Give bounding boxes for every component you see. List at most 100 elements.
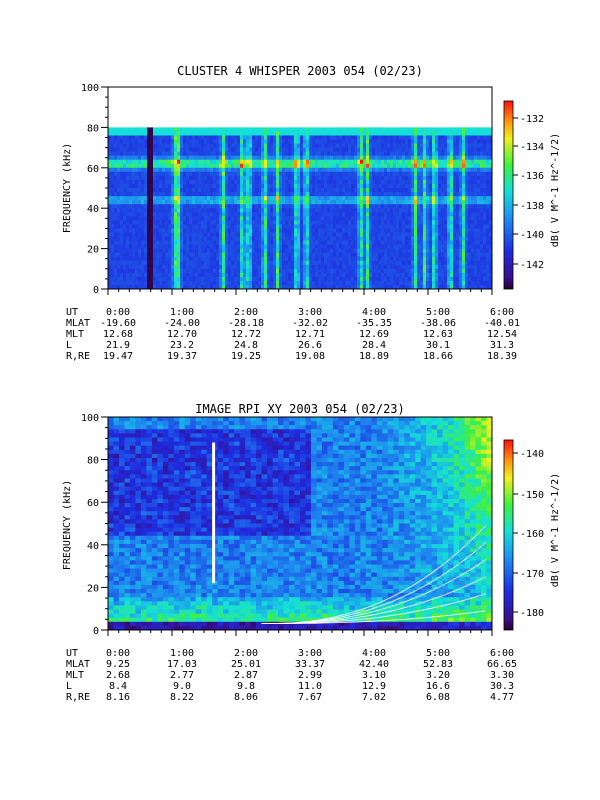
heatmap-cell <box>435 208 439 213</box>
heatmap-cell <box>189 252 193 258</box>
heatmap-cell <box>168 272 172 278</box>
heatmap-cell <box>120 200 124 205</box>
heatmap-cell <box>240 244 244 249</box>
heatmap-cell <box>168 204 172 209</box>
heatmap-cell <box>324 175 328 181</box>
heatmap-cell <box>186 188 190 193</box>
heatmap-cell <box>144 175 148 181</box>
heatmap-cell <box>132 159 136 165</box>
heatmap-cell <box>312 208 316 213</box>
heatmap-cell <box>381 268 385 274</box>
heatmap-cell <box>426 131 430 136</box>
heatmap-cell <box>423 192 427 197</box>
heatmap-cell <box>270 131 274 136</box>
heatmap-cell <box>159 183 163 189</box>
heatmap-cell <box>393 264 397 270</box>
heatmap-cell <box>474 264 478 270</box>
heatmap-cell <box>234 276 238 282</box>
heatmap-cell <box>393 167 397 173</box>
heatmap-cell <box>183 284 187 290</box>
heatmap-cell <box>411 135 415 140</box>
heatmap-cell <box>189 212 193 217</box>
heatmap-cell <box>150 196 154 201</box>
heatmap-cell <box>357 159 361 165</box>
heatmap-cell <box>150 216 154 221</box>
heatmap-cell <box>228 220 232 225</box>
heatmap-cell <box>429 163 433 169</box>
heatmap-cell <box>255 159 259 165</box>
heatmap-cell <box>336 183 340 189</box>
heatmap-cell <box>384 232 388 237</box>
heatmap-cell <box>417 228 421 233</box>
heatmap-cell <box>327 147 331 153</box>
heatmap-cell <box>330 196 334 201</box>
heatmap-cell <box>153 188 157 193</box>
heatmap-cell <box>273 264 277 270</box>
heatmap-cell <box>456 183 460 189</box>
heatmap-cell <box>480 220 484 225</box>
heatmap-cell <box>147 260 151 266</box>
heatmap-cell <box>114 284 118 290</box>
heatmap-cell <box>408 248 412 254</box>
heatmap-cell <box>219 204 223 209</box>
heatmap-cell <box>225 248 229 254</box>
heatmap-cell <box>417 252 421 258</box>
heatmap-cell <box>201 284 205 290</box>
heatmap-cell <box>207 240 211 245</box>
heatmap-cell <box>384 212 388 217</box>
heatmap-cell <box>267 155 271 161</box>
heatmap-cell <box>345 167 349 173</box>
heatmap-cell <box>141 196 145 201</box>
heatmap-cell <box>231 260 235 266</box>
heatmap-cell <box>123 220 127 225</box>
heatmap-cell <box>243 248 247 254</box>
heatmap-cell <box>174 167 178 173</box>
heatmap-cell <box>378 256 382 262</box>
heatmap-cell <box>171 244 175 249</box>
heatmap-cell <box>120 179 124 185</box>
heatmap-cell <box>333 280 337 286</box>
heatmap-cell <box>414 183 418 189</box>
heatmap-cell <box>264 155 268 161</box>
heatmap-cell <box>273 135 277 140</box>
heatmap-cell <box>315 284 319 290</box>
heatmap-cell <box>213 232 217 237</box>
heatmap-cell <box>474 175 478 181</box>
heatmap-cell <box>438 127 442 132</box>
heatmap-cell <box>345 280 349 286</box>
heatmap-cell <box>180 143 184 148</box>
heatmap-cell <box>372 268 376 274</box>
heatmap-cell <box>339 204 343 209</box>
heatmap-cell <box>324 212 328 217</box>
heatmap-cell <box>192 179 196 185</box>
heatmap-cell <box>228 155 232 161</box>
heatmap-cell <box>375 244 379 249</box>
heatmap-cell <box>477 284 481 290</box>
heatmap-cell <box>231 252 235 258</box>
heatmap-cell <box>435 135 439 140</box>
heatmap-cell <box>213 260 217 266</box>
heatmap-cell <box>153 240 157 245</box>
heatmap-cell <box>234 284 238 290</box>
heatmap-cell <box>216 155 220 161</box>
heatmap-cell <box>312 200 316 205</box>
heatmap-cell <box>444 139 448 144</box>
heatmap-cell <box>138 208 142 213</box>
heatmap-cell <box>117 200 121 205</box>
heatmap-cell <box>114 131 118 136</box>
heatmap-cell <box>462 143 466 148</box>
heatmap-cell <box>258 171 262 177</box>
heatmap-cell <box>351 212 355 217</box>
heatmap-cell <box>120 208 124 213</box>
heatmap-cell <box>330 175 334 181</box>
heatmap-cell <box>426 248 430 254</box>
heatmap-cell <box>447 260 451 266</box>
heatmap-cell <box>210 192 214 197</box>
heatmap-cell <box>174 264 178 270</box>
heatmap-cell <box>345 147 349 153</box>
heatmap-cell <box>147 268 151 274</box>
heatmap-cell <box>369 268 373 274</box>
heatmap-cell <box>474 192 478 197</box>
heatmap-cell <box>456 200 460 205</box>
heatmap-cell <box>465 171 469 177</box>
